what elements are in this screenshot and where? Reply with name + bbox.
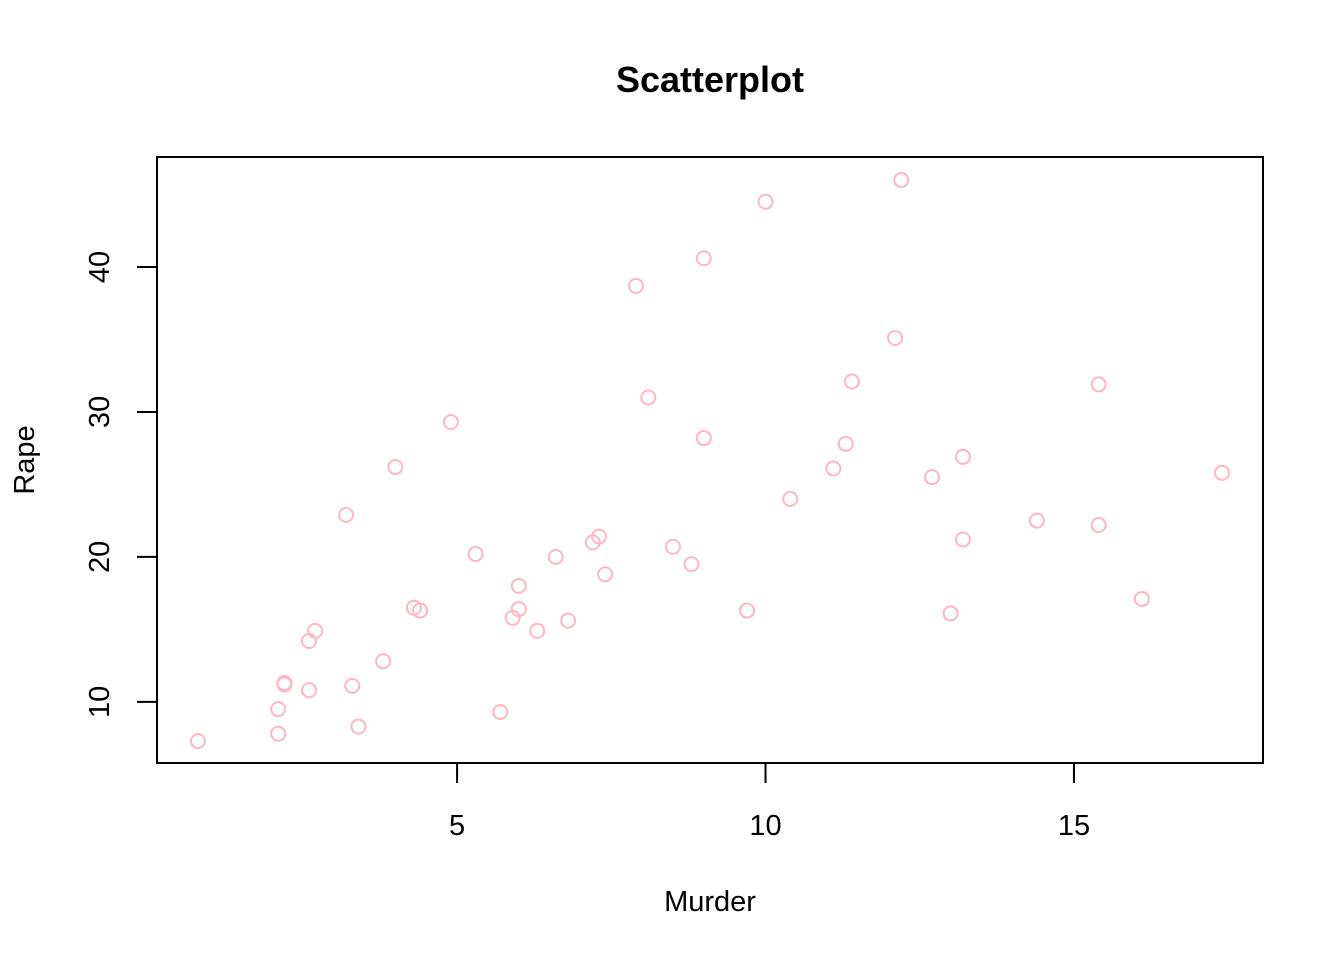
data-point xyxy=(695,250,712,267)
data-point xyxy=(442,414,459,431)
x-tick-label: 5 xyxy=(449,810,465,842)
plot-frame xyxy=(156,156,1264,764)
data-point xyxy=(338,506,355,523)
data-point xyxy=(924,469,941,486)
data-point xyxy=(837,435,854,452)
y-tick-label: 20 xyxy=(84,541,116,573)
data-point xyxy=(942,605,959,622)
data-point xyxy=(301,632,318,649)
data-point xyxy=(492,704,509,721)
data-point xyxy=(387,459,404,476)
y-tick-label: 10 xyxy=(84,686,116,718)
x-axis-label: Murder xyxy=(664,886,756,918)
data-point xyxy=(270,701,287,718)
data-point xyxy=(510,601,527,618)
data-point xyxy=(1090,376,1107,393)
y-axis-label: Rape xyxy=(9,425,41,494)
data-point xyxy=(640,389,657,406)
data-point xyxy=(887,330,904,347)
data-point xyxy=(510,577,527,594)
data-point xyxy=(467,546,484,562)
y-axis: 10 20 30 40 xyxy=(84,251,157,718)
data-point xyxy=(782,490,799,507)
data-point xyxy=(307,622,324,639)
data-point xyxy=(344,677,361,694)
data-point xyxy=(412,602,429,619)
data-points xyxy=(190,172,1230,749)
data-point xyxy=(1090,517,1107,534)
data-point xyxy=(529,622,546,639)
y-tick-label: 40 xyxy=(84,251,116,283)
data-point xyxy=(547,548,564,565)
x-tick-label: 15 xyxy=(1058,810,1090,842)
data-point xyxy=(825,460,842,477)
data-point xyxy=(695,430,712,447)
data-point xyxy=(1133,590,1150,607)
data-point xyxy=(301,682,318,699)
data-point xyxy=(375,653,392,670)
x-axis: 5 10 15 xyxy=(449,763,1090,842)
data-point xyxy=(597,566,614,583)
data-point xyxy=(1214,464,1230,481)
data-point xyxy=(590,528,607,545)
y-tick-label: 30 xyxy=(84,396,116,428)
data-point xyxy=(954,448,971,465)
data-point xyxy=(739,602,756,619)
data-point xyxy=(843,373,860,390)
data-point xyxy=(683,556,700,573)
data-point xyxy=(893,172,910,188)
data-point xyxy=(270,725,287,742)
data-point xyxy=(757,193,774,210)
data-point xyxy=(276,675,293,692)
data-point xyxy=(350,718,367,735)
x-tick-label: 10 xyxy=(749,810,781,842)
data-point xyxy=(664,538,681,555)
chart-title: Scatterplot xyxy=(616,59,804,100)
data-point xyxy=(560,612,577,629)
data-point xyxy=(190,733,206,749)
data-point xyxy=(954,531,971,548)
data-point xyxy=(627,277,644,294)
data-point xyxy=(1028,512,1045,529)
